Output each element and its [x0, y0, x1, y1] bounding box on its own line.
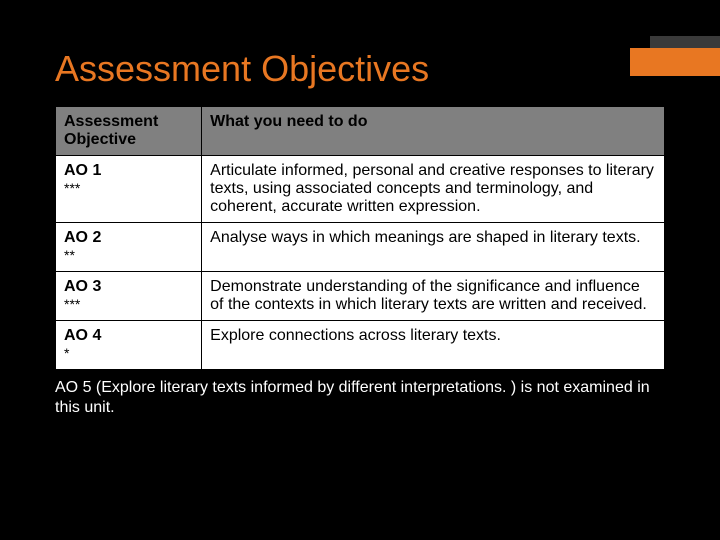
table-header-objective: Assessment Objective — [56, 107, 202, 156]
ao-cell: AO 1 *** — [56, 156, 202, 223]
ao-stars: * — [64, 345, 69, 361]
accent-bar — [630, 48, 720, 76]
ao-code: AO 4 — [64, 327, 101, 344]
footnote: AO 5 (Explore literary texts informed by… — [55, 378, 665, 418]
ao-cell: AO 3 *** — [56, 272, 202, 321]
slide-content: Assessment Objectives Assessment Objecti… — [0, 0, 720, 418]
ao-stars: ** — [64, 247, 75, 263]
page-title: Assessment Objectives — [55, 48, 665, 90]
ao-desc: Analyse ways in which meanings are shape… — [202, 223, 665, 272]
ao-cell: AO 4 * — [56, 321, 202, 370]
ao-cell: AO 2 ** — [56, 223, 202, 272]
table-header-desc: What you need to do — [202, 107, 665, 156]
ao-code: AO 3 — [64, 278, 101, 295]
ao-desc: Articulate informed, personal and creati… — [202, 156, 665, 223]
ao-code: AO 2 — [64, 229, 101, 246]
assessment-table: Assessment Objective What you need to do… — [55, 106, 665, 370]
ao-desc: Explore connections across literary text… — [202, 321, 665, 370]
table-row: AO 4 * Explore connections across litera… — [56, 321, 665, 370]
table-header-row: Assessment Objective What you need to do — [56, 107, 665, 156]
table-row: AO 3 *** Demonstrate understanding of th… — [56, 272, 665, 321]
ao-stars: *** — [64, 296, 80, 312]
ao-desc: Demonstrate understanding of the signifi… — [202, 272, 665, 321]
ao-stars: *** — [64, 180, 80, 196]
table-row: AO 2 ** Analyse ways in which meanings a… — [56, 223, 665, 272]
table-row: AO 1 *** Articulate informed, personal a… — [56, 156, 665, 223]
ao-code: AO 1 — [64, 162, 101, 179]
